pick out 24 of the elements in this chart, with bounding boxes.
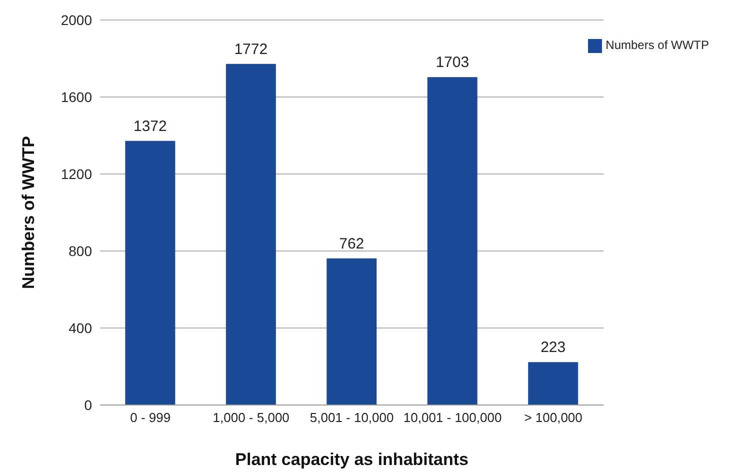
x-tick-label: 1,000 - 5,000 xyxy=(212,410,290,426)
y-tick-label: 1600 xyxy=(60,88,92,105)
y-tick-label: 1200 xyxy=(60,166,92,182)
x-tick-label: 0 - 999 xyxy=(130,410,171,426)
y-tick-label: 2000 xyxy=(60,12,92,28)
bar xyxy=(125,140,176,405)
x-tick-label: 5,001 - 10,000 xyxy=(310,410,394,426)
data-label: 762 xyxy=(339,235,364,252)
x-axis-title: Plant capacity as inhabitants xyxy=(235,450,469,469)
x-tick-label: > 100,000 xyxy=(524,410,582,426)
y-tick-label: 800 xyxy=(68,242,92,259)
bar xyxy=(326,258,377,405)
bar xyxy=(528,362,578,405)
bar xyxy=(427,77,478,405)
y-tick-label: 400 xyxy=(68,320,92,336)
data-label: 1772 xyxy=(234,40,268,58)
bar xyxy=(226,64,276,405)
data-label: 223 xyxy=(540,339,566,356)
y-tick-label: 0 xyxy=(84,396,92,413)
data-label: 1703 xyxy=(436,54,470,72)
x-tick-label: 10,001 - 100,000 xyxy=(403,410,502,426)
y-axis-title: Numbers of WWTP xyxy=(19,136,38,289)
data-label: 1372 xyxy=(133,118,167,135)
legend-label: Numbers of WWTP xyxy=(606,38,709,52)
